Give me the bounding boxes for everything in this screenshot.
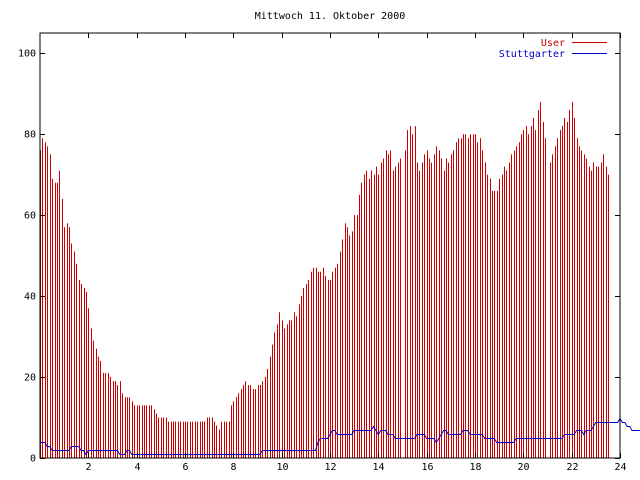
x-tick-label: 2 [85, 462, 91, 473]
y-tick-label: 60 [24, 211, 36, 222]
legend-label-stuttgarter: Stuttgarter [499, 49, 565, 60]
stuttgarter-series-line [40, 417, 640, 456]
x-tick-label: 18 [469, 462, 481, 473]
x-tick-label: 24 [614, 462, 626, 473]
chart-title: Mittwoch 11. Oktober 2000 [255, 11, 406, 22]
legend: User Stuttgarter [499, 38, 607, 60]
x-axis: 2 4 6 8 10 12 14 16 18 20 22 24 [85, 33, 627, 473]
x-tick-label: 4 [134, 462, 140, 473]
user-series-bars [40, 33, 609, 458]
x-tick-label: 8 [230, 462, 236, 473]
y-tick-label: 100 [18, 49, 36, 60]
y-tick-label: 0 [30, 454, 36, 465]
x-tick-label: 22 [566, 462, 578, 473]
y-axis: 0 20 40 60 80 100 [18, 49, 620, 465]
x-tick-label: 12 [324, 462, 336, 473]
x-tick-label: 10 [276, 462, 288, 473]
y-tick-label: 80 [24, 130, 36, 141]
x-tick-label: 16 [421, 462, 433, 473]
x-tick-label: 6 [182, 462, 188, 473]
y-tick-label: 20 [24, 373, 36, 384]
y-tick-label: 40 [24, 292, 36, 303]
x-tick-label: 14 [372, 462, 384, 473]
legend-label-user: User [541, 38, 565, 49]
x-tick-label: 20 [517, 462, 529, 473]
